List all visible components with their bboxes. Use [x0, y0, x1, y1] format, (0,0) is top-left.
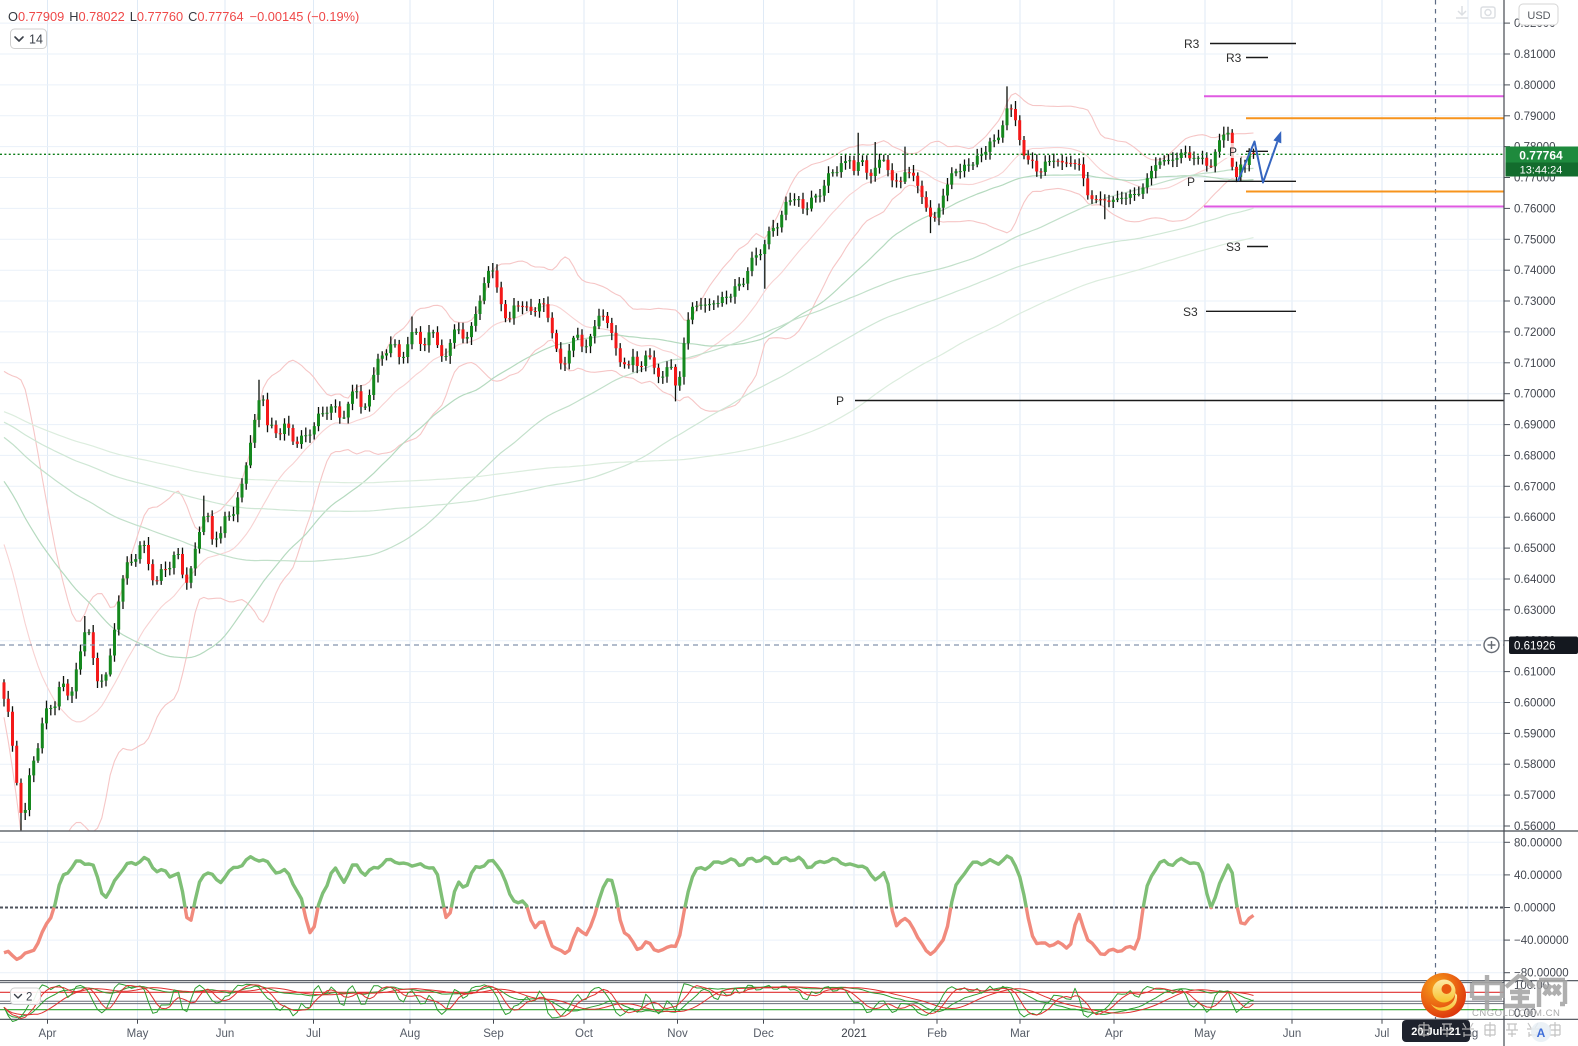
svg-text:0.56000: 0.56000 — [1514, 821, 1556, 833]
svg-text:0.77764: 0.77764 — [1519, 149, 1563, 163]
svg-text:S3: S3 — [1183, 305, 1198, 319]
svg-text:13:44:24: 13:44:24 — [1520, 165, 1563, 177]
svg-text:0.58000: 0.58000 — [1514, 759, 1556, 771]
svg-text:14: 14 — [29, 33, 43, 47]
svg-text:0.75000: 0.75000 — [1514, 234, 1556, 246]
svg-text:0.79000: 0.79000 — [1514, 111, 1556, 123]
svg-text:0.73000: 0.73000 — [1514, 296, 1556, 308]
svg-text:0.57000: 0.57000 — [1514, 790, 1556, 802]
svg-text:0.76000: 0.76000 — [1514, 203, 1556, 215]
svg-text:Dec: Dec — [753, 1028, 774, 1040]
svg-text:CNGOLD.COM.CN: CNGOLD.COM.CN — [1472, 1008, 1560, 1019]
svg-text:0.00: 0.00 — [1514, 1008, 1536, 1020]
svg-text:0.64000: 0.64000 — [1514, 574, 1556, 586]
svg-text:80.00000: 80.00000 — [1514, 837, 1562, 849]
svg-text:0.61926: 0.61926 — [1514, 641, 1556, 653]
svg-text:0.80000: 0.80000 — [1514, 80, 1556, 92]
svg-text:Aug: Aug — [400, 1028, 420, 1040]
svg-text:0.63000: 0.63000 — [1514, 605, 1556, 617]
svg-text:Feb: Feb — [927, 1028, 947, 1040]
svg-text:2021: 2021 — [841, 1028, 867, 1040]
svg-text:0.70000: 0.70000 — [1514, 389, 1556, 401]
svg-text:2: 2 — [26, 992, 32, 1004]
svg-text:0.65000: 0.65000 — [1514, 543, 1556, 555]
svg-text:P: P — [836, 394, 844, 408]
svg-text:R3: R3 — [1184, 37, 1200, 51]
svg-text:0.61000: 0.61000 — [1514, 667, 1556, 679]
svg-text:May: May — [127, 1028, 149, 1040]
svg-text:0.67000: 0.67000 — [1514, 481, 1556, 493]
svg-text:−40.00000: −40.00000 — [1514, 935, 1569, 947]
svg-text:Jun: Jun — [1283, 1028, 1302, 1040]
svg-text:0.81000: 0.81000 — [1514, 49, 1556, 61]
svg-text:0.71000: 0.71000 — [1514, 358, 1556, 370]
svg-text:40.00000: 40.00000 — [1514, 870, 1562, 882]
svg-text:0.59000: 0.59000 — [1514, 728, 1556, 740]
svg-text:Apr: Apr — [39, 1028, 57, 1040]
svg-text:USD: USD — [1527, 10, 1550, 22]
svg-text:Oct: Oct — [575, 1028, 594, 1040]
svg-text:P: P — [1187, 175, 1195, 189]
svg-text:−80.00000: −80.00000 — [1514, 968, 1569, 980]
svg-text:P: P — [1229, 145, 1237, 159]
svg-text:0.66000: 0.66000 — [1514, 512, 1556, 524]
svg-text:Mar: Mar — [1010, 1028, 1030, 1040]
svg-text:0.69000: 0.69000 — [1514, 420, 1556, 432]
svg-text:Jul: Jul — [1375, 1028, 1390, 1040]
svg-text:Jun: Jun — [216, 1028, 235, 1040]
svg-text:0.68000: 0.68000 — [1514, 450, 1556, 462]
svg-text:0.72000: 0.72000 — [1514, 327, 1556, 339]
svg-text:A: A — [1537, 1026, 1546, 1040]
svg-text:0.00000: 0.00000 — [1514, 903, 1556, 915]
svg-text:Apr: Apr — [1105, 1028, 1123, 1040]
svg-text:S3: S3 — [1226, 240, 1241, 254]
svg-text:R3: R3 — [1226, 51, 1242, 65]
svg-text:May: May — [1194, 1028, 1216, 1040]
svg-text:Jul: Jul — [306, 1028, 321, 1040]
svg-text:Sep: Sep — [483, 1028, 503, 1040]
svg-text:0.74000: 0.74000 — [1514, 265, 1556, 277]
svg-text:Nov: Nov — [667, 1028, 688, 1040]
svg-text:0.60000: 0.60000 — [1514, 698, 1556, 710]
